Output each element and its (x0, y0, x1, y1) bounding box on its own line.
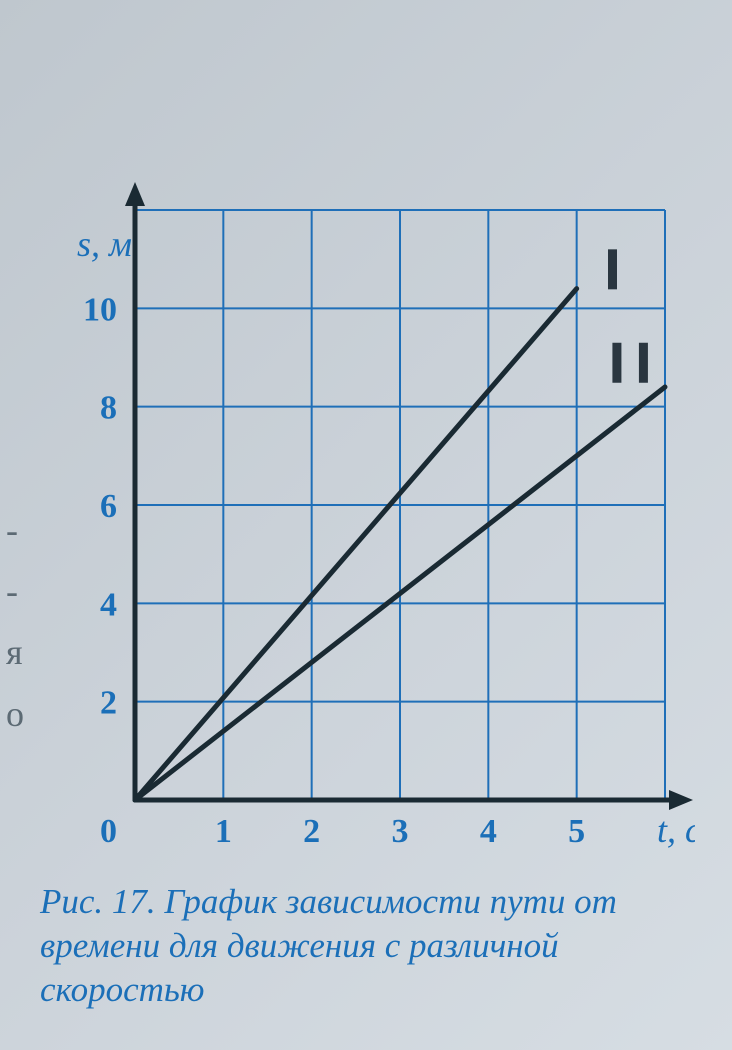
svg-text:6: 6 (100, 488, 117, 525)
page: - - я о 2 4 6 8 10 0 1 2 3 4 5 s, м t, c Рис. 17. Гр… (0, 0, 732, 1050)
svg-text:2: 2 (100, 685, 117, 722)
svg-text:2: 2 (303, 813, 320, 850)
margin-char: о (6, 684, 24, 745)
margin-char: - (6, 500, 24, 561)
svg-text:10: 10 (83, 291, 117, 328)
svg-text:8: 8 (100, 390, 117, 427)
chart-svg: 2 4 6 8 10 0 1 2 3 4 5 s, м t, c (40, 170, 695, 870)
svg-text:s, м: s, м (77, 224, 132, 264)
margin-char: - (6, 561, 24, 622)
svg-text:4: 4 (480, 813, 497, 850)
svg-text:4: 4 (100, 586, 117, 623)
svg-text:t, c: t, c (657, 810, 695, 850)
svg-text:1: 1 (215, 813, 232, 850)
svg-text:3: 3 (392, 813, 409, 850)
figure-caption: Рис. 17. График зависимости пути от врем… (40, 880, 720, 1011)
margin-fragment: - - я о (6, 500, 24, 745)
svg-text:5: 5 (568, 813, 585, 850)
chart: 2 4 6 8 10 0 1 2 3 4 5 s, м t, c (40, 170, 695, 870)
svg-text:0: 0 (100, 813, 117, 850)
margin-char: я (6, 622, 24, 683)
